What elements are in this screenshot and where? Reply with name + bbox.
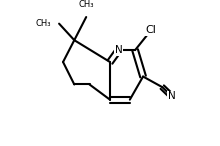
Text: Cl: Cl	[146, 25, 156, 35]
Text: N: N	[168, 91, 176, 101]
Text: CH₃: CH₃	[36, 19, 51, 28]
Text: N: N	[115, 45, 123, 55]
Text: CH₃: CH₃	[79, 0, 94, 9]
